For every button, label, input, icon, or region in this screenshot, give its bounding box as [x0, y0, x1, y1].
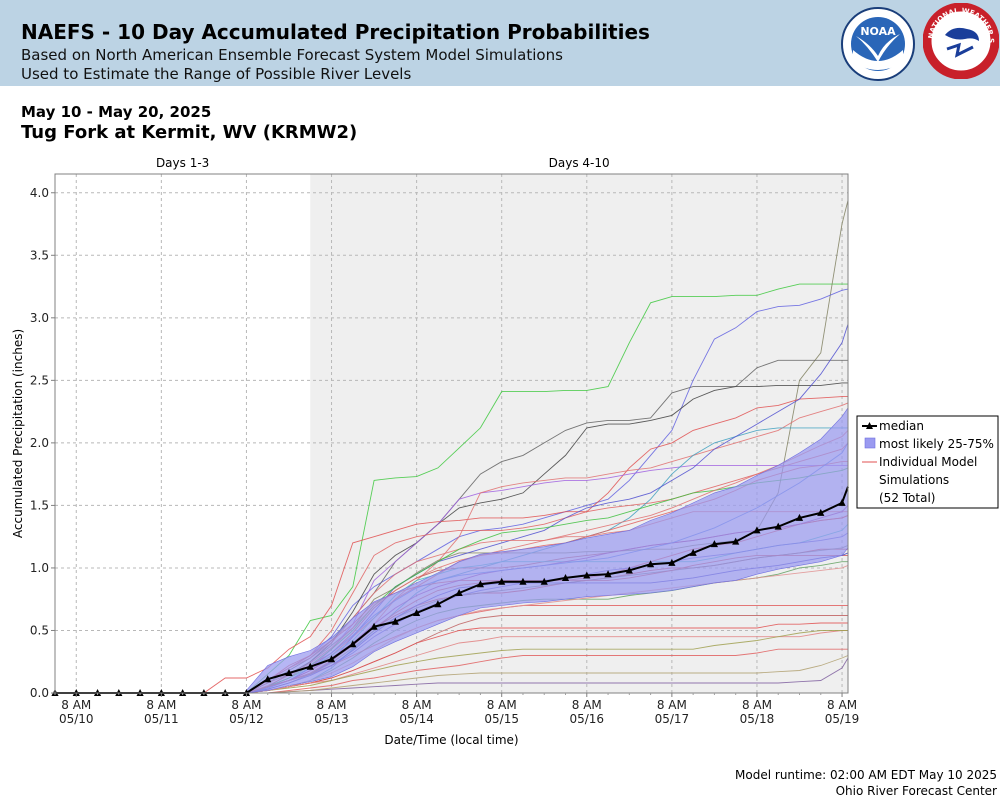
- y-tick-label: 1.5: [30, 498, 49, 512]
- legend-members-count: (52 Total): [879, 491, 935, 505]
- model-runtime: Model runtime: 02:00 AM EDT May 10 2025: [735, 768, 997, 782]
- median-marker: [540, 577, 548, 585]
- x-tick-time-label: 8 AM: [742, 698, 772, 712]
- y-tick-label: 2.5: [30, 373, 49, 387]
- y-tick-label: 2.0: [30, 436, 49, 450]
- median-marker: [413, 608, 421, 616]
- x-tick-time-label: 8 AM: [61, 698, 91, 712]
- x-tick-time-label: 8 AM: [572, 698, 602, 712]
- y-tick-label: 0.5: [30, 623, 49, 637]
- section-label-days-1-3: Days 1-3: [156, 156, 209, 170]
- x-tick-date-label: 05/15: [484, 712, 519, 726]
- median-marker: [753, 526, 761, 534]
- y-axis: 0.0 0.5 1.0 1.5 2.0 2.5 3.0 3.5 4.0: [30, 186, 55, 700]
- y-tick-label: 3.5: [30, 248, 49, 262]
- page-title: NAEFS - 10 Day Accumulated Precipitation…: [21, 20, 650, 44]
- median-marker: [327, 655, 336, 663]
- x-tick-time-label: 8 AM: [657, 698, 687, 712]
- x-tick-time-label: 8 AM: [487, 698, 517, 712]
- legend-band-label: most likely 25-75%: [879, 437, 994, 451]
- median-marker: [519, 577, 527, 585]
- noaa-logo: NOAA: [841, 7, 915, 81]
- median-marker: [732, 537, 740, 545]
- median-marker: [668, 558, 676, 566]
- legend-box: [856, 415, 999, 509]
- x-axis-label: Date/Time (local time): [384, 733, 518, 747]
- location-title: Tug Fork at Kermit, WV (KRMW2): [21, 122, 358, 143]
- median-marker: [647, 560, 655, 568]
- y-tick-label: 0.0: [30, 686, 49, 700]
- median-marker: [795, 513, 804, 521]
- x-tick-date-label: 05/11: [144, 712, 179, 726]
- subtitle-line-2: Used to Estimate the Range of Possible R…: [21, 65, 412, 83]
- x-tick-time-label: 8 AM: [402, 698, 432, 712]
- median-marker: [561, 573, 570, 581]
- median-marker: [774, 522, 782, 530]
- forecast-center: Ohio River Forecast Center: [835, 784, 997, 798]
- x-tick-date-label: 05/19: [825, 712, 860, 726]
- y-tick-label: 4.0: [30, 186, 49, 200]
- y-tick-label: 1.0: [30, 561, 49, 575]
- median-marker: [264, 675, 272, 683]
- legend-band-swatch: [864, 437, 876, 449]
- x-tick-date-label: 05/13: [314, 712, 349, 726]
- x-tick-date-label: 05/10: [59, 712, 94, 726]
- median-marker: [476, 580, 485, 588]
- median-marker: [285, 668, 293, 676]
- median-marker: [498, 577, 506, 585]
- x-tick-time-label: 8 AM: [231, 698, 261, 712]
- date-range: May 10 - May 20, 2025: [21, 103, 212, 121]
- x-tick-date-label: 05/14: [399, 712, 434, 726]
- legend-members-label-2: Simulations: [879, 473, 949, 487]
- median-marker: [434, 600, 442, 608]
- median-marker: [391, 617, 399, 625]
- median-marker: [625, 566, 633, 574]
- legend: median most likely 25-75% Individual Mod…: [856, 415, 999, 509]
- x-tick-time-label: 8 AM: [146, 698, 176, 712]
- plot-frame: [54, 173, 849, 694]
- median-marker: [689, 548, 697, 556]
- median-marker: [306, 662, 314, 670]
- header-banner: NAEFS - 10 Day Accumulated Precipitation…: [0, 0, 1000, 86]
- median-marker: [710, 540, 719, 548]
- median-marker: [604, 570, 612, 578]
- median-marker: [455, 588, 463, 596]
- median-marker: [349, 640, 357, 648]
- median-marker: [838, 498, 846, 506]
- median-marker: [817, 508, 825, 516]
- y-tick-label: 3.0: [30, 311, 49, 325]
- legend-median-label: median: [879, 419, 924, 433]
- x-tick-date-label: 05/18: [740, 712, 775, 726]
- noaa-logo-text: NOAA: [860, 25, 896, 38]
- legend-members-label: Individual Model: [879, 455, 977, 469]
- x-tick-date-label: 05/12: [229, 712, 264, 726]
- median-marker: [583, 571, 591, 579]
- x-tick-date-label: 05/16: [569, 712, 604, 726]
- y-axis-label: Accumulated Precipitation (inches): [11, 329, 25, 538]
- nws-logo: NATIONAL WEATHER SERVICE: [923, 3, 999, 79]
- median-marker: [370, 622, 378, 630]
- subtitle-line-1: Based on North American Ensemble Forecas…: [21, 46, 563, 64]
- x-tick-date-label: 05/17: [655, 712, 690, 726]
- section-label-days-4-10: Days 4-10: [549, 156, 610, 170]
- x-tick-time-label: 8 AM: [317, 698, 347, 712]
- legend-median-marker: [866, 422, 873, 429]
- x-tick-time-label: 8 AM: [827, 698, 857, 712]
